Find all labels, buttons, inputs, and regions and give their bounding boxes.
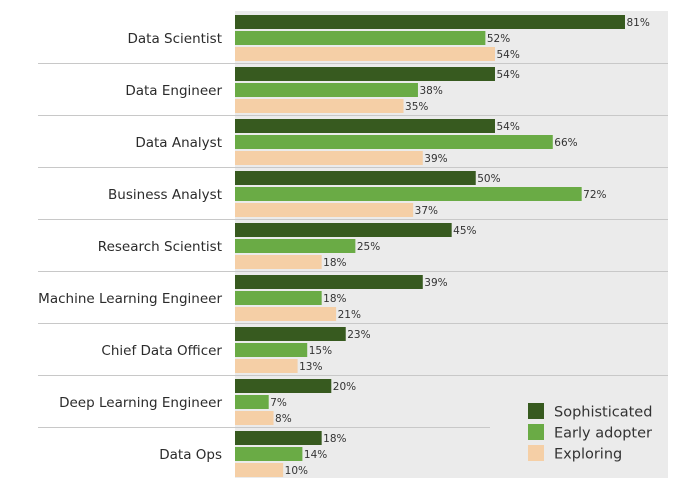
bar-data-analyst-exploring: [235, 151, 423, 165]
bar-data-scientist-sophisticated: [235, 15, 625, 29]
value-label-deep-learning-engineer-exploring: 8%: [275, 413, 292, 425]
value-label-machine-learning-engineer-sophisticated: 39%: [424, 277, 447, 289]
category-label-data-ops: Data Ops: [159, 447, 222, 463]
bar-chief-data-officer-sophisticated: [235, 327, 346, 341]
bar-data-analyst-early-adopter: [235, 135, 553, 149]
legend-swatch-early-adopter: [528, 424, 544, 440]
value-label-data-engineer-sophisticated: 54%: [497, 69, 520, 81]
value-label-business-analyst-sophisticated: 50%: [477, 173, 500, 185]
value-labels: 81% 52% 54% 54% 38% 35% 54% 66% 39% 50% 72% 37% 45% 2…: [270, 17, 650, 477]
category-label-machine-learning-engineer: Machine Learning Engineer: [38, 291, 222, 307]
value-label-chief-data-officer-exploring: 13%: [299, 361, 322, 373]
bar-business-analyst-exploring: [235, 203, 414, 217]
legend-swatch-sophisticated: [528, 403, 544, 419]
bar-business-analyst-sophisticated: [235, 171, 476, 185]
bar-deep-learning-engineer-sophisticated: [235, 379, 332, 393]
bar-data-engineer-exploring: [235, 99, 404, 113]
bar-research-scientist-sophisticated: [235, 223, 452, 237]
bar-data-ops-sophisticated: [235, 431, 322, 445]
category-label-research-scientist: Research Scientist: [98, 239, 222, 255]
bar-machine-learning-engineer-sophisticated: [235, 275, 423, 289]
value-label-data-ops-exploring: 10%: [285, 465, 308, 477]
bar-data-scientist-early-adopter: [235, 31, 486, 45]
legend-label-sophisticated: Sophisticated: [554, 405, 652, 421]
legend: Sophisticated Early adopter Exploring: [528, 403, 652, 463]
value-label-research-scientist-exploring: 18%: [323, 257, 346, 269]
legend-label-early-adopter: Early adopter: [554, 426, 652, 442]
value-label-data-engineer-exploring: 35%: [405, 101, 428, 113]
value-label-business-analyst-early-adopter: 72%: [583, 189, 606, 201]
bar-machine-learning-engineer-exploring: [235, 307, 337, 321]
category-label-data-scientist: Data Scientist: [128, 31, 223, 47]
category-label-data-engineer: Data Engineer: [125, 83, 222, 99]
bar-machine-learning-engineer-early-adopter: [235, 291, 322, 305]
category-label-business-analyst: Business Analyst: [108, 187, 222, 203]
value-label-data-analyst-early-adopter: 66%: [554, 137, 577, 149]
category-labels: Data Scientist Data Engineer Data Analyst B…: [38, 31, 222, 463]
bar-research-scientist-exploring: [235, 255, 322, 269]
value-label-business-analyst-exploring: 37%: [415, 205, 438, 217]
category-label-deep-learning-engineer: Deep Learning Engineer: [59, 395, 222, 411]
value-label-data-analyst-exploring: 39%: [424, 153, 447, 165]
value-label-research-scientist-early-adopter: 25%: [357, 241, 380, 253]
category-label-chief-data-officer: Chief Data Officer: [101, 343, 222, 359]
value-label-deep-learning-engineer-early-adopter: 7%: [270, 397, 287, 409]
value-label-deep-learning-engineer-sophisticated: 20%: [333, 381, 356, 393]
bar-data-scientist-exploring: [235, 47, 495, 61]
value-label-data-ops-early-adopter: 14%: [304, 449, 327, 461]
value-label-chief-data-officer-early-adopter: 15%: [309, 345, 332, 357]
category-label-data-analyst: Data Analyst: [135, 135, 222, 151]
value-label-chief-data-officer-sophisticated: 23%: [347, 329, 370, 341]
value-label-machine-learning-engineer-early-adopter: 18%: [323, 293, 346, 305]
bar-data-analyst-sophisticated: [235, 119, 495, 133]
bar-data-ops-exploring: [235, 463, 284, 477]
bar-chief-data-officer-early-adopter: [235, 343, 308, 357]
bars: [235, 15, 625, 477]
category-separators: [38, 63, 668, 428]
bar-data-engineer-sophisticated: [235, 67, 495, 81]
legend-swatch-exploring: [528, 445, 544, 461]
bar-data-ops-early-adopter: [235, 447, 303, 461]
bar-chief-data-officer-exploring: [235, 359, 298, 373]
value-label-data-scientist-exploring: 54%: [497, 49, 520, 61]
value-label-data-scientist-sophisticated: 81%: [627, 17, 650, 29]
bar-business-analyst-early-adopter: [235, 187, 582, 201]
value-label-data-analyst-sophisticated: 54%: [497, 121, 520, 133]
value-label-machine-learning-engineer-exploring: 21%: [338, 309, 361, 321]
bar-deep-learning-engineer-exploring: [235, 411, 274, 425]
bar-deep-learning-engineer-early-adopter: [235, 395, 269, 409]
value-label-research-scientist-sophisticated: 45%: [453, 225, 476, 237]
bar-data-engineer-early-adopter: [235, 83, 418, 97]
value-label-data-scientist-early-adopter: 52%: [487, 33, 510, 45]
legend-label-exploring: Exploring: [554, 447, 622, 463]
bar-research-scientist-early-adopter: [235, 239, 356, 253]
value-label-data-ops-sophisticated: 18%: [323, 433, 346, 445]
value-label-data-engineer-early-adopter: 38%: [419, 85, 442, 97]
